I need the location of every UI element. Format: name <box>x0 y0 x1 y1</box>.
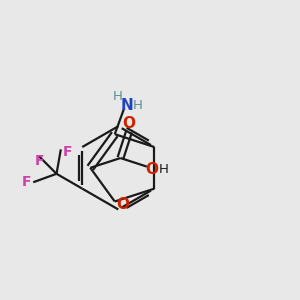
Text: H: H <box>112 90 122 103</box>
Text: N: N <box>121 98 134 112</box>
Text: O: O <box>122 116 136 131</box>
Text: F: F <box>34 154 44 168</box>
Text: H: H <box>133 99 143 112</box>
Text: F: F <box>22 175 31 189</box>
Text: O: O <box>116 197 129 212</box>
Text: H: H <box>159 163 169 176</box>
Text: O: O <box>145 162 158 177</box>
Text: F: F <box>63 146 73 159</box>
